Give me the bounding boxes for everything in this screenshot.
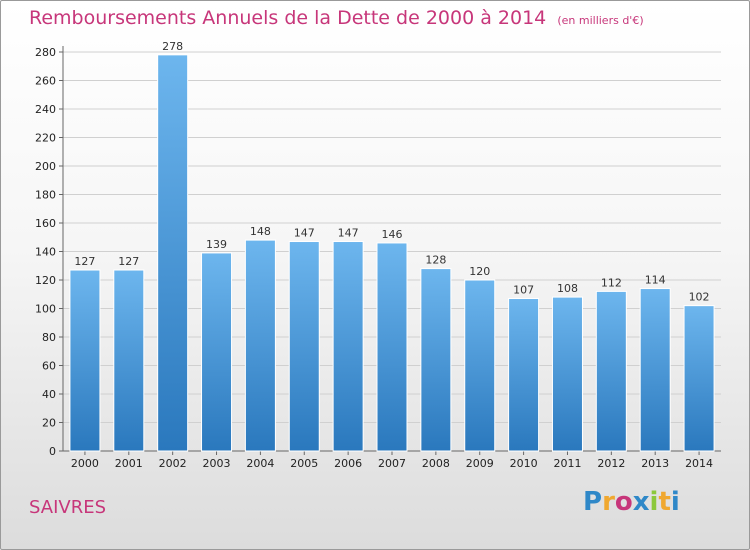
x-tick-label: 2008 — [422, 457, 450, 470]
bar — [69, 269, 101, 452]
value-label: 147 — [294, 227, 315, 240]
y-tick-label: 120 — [35, 274, 56, 287]
value-label: 107 — [513, 284, 534, 297]
x-tick-label: 2014 — [685, 457, 713, 470]
x-tick-label: 2013 — [641, 457, 669, 470]
bar — [420, 268, 452, 452]
proxiti-logo[interactable]: Proxiti — [583, 487, 680, 517]
x-tick-label: 2005 — [290, 457, 318, 470]
value-label: 127 — [74, 255, 95, 268]
bars — [69, 54, 715, 452]
bar — [376, 242, 408, 452]
x-tick-label: 2010 — [510, 457, 538, 470]
x-tick-label: 2011 — [553, 457, 581, 470]
y-tick-label: 220 — [35, 132, 56, 145]
x-tick-label: 2001 — [115, 457, 143, 470]
chart-title: Remboursements Annuels de la Dette de 20… — [29, 7, 644, 29]
bar — [157, 54, 189, 452]
logo-letter: t — [658, 487, 671, 517]
logo-letter: o — [614, 487, 633, 517]
y-tick-label: 260 — [35, 75, 56, 88]
value-label: 146 — [382, 228, 403, 241]
y-tick-label: 240 — [35, 103, 56, 116]
x-tick-labels: 2000 2001 2002 2003 2004 2005 2006 2007 2008 2009… — [71, 457, 713, 470]
logo-letter: i — [670, 487, 680, 517]
x-tick-label: 2002 — [159, 457, 187, 470]
logo-letter: r — [602, 487, 615, 517]
commune-name: SAIVRES — [29, 497, 107, 518]
x-tick-label: 2009 — [466, 457, 494, 470]
value-label: 112 — [601, 276, 622, 289]
value-labels: 127 127 278 139 148 147 147 146 128 120 107 108 112 1… — [74, 40, 709, 304]
y-tick-label: 200 — [35, 160, 56, 173]
y-tick-label: 40 — [42, 388, 56, 401]
value-label: 108 — [557, 282, 578, 295]
y-tick-label: 280 — [35, 46, 56, 59]
bar — [683, 305, 715, 452]
x-tick-label: 2003 — [203, 457, 231, 470]
bar — [201, 252, 233, 452]
value-label: 139 — [206, 238, 227, 251]
y-tick-label: 60 — [42, 360, 56, 373]
bar — [332, 241, 364, 452]
bar — [595, 290, 627, 452]
value-label: 148 — [250, 225, 271, 238]
y-tick-label: 100 — [35, 303, 56, 316]
value-label: 278 — [162, 40, 183, 53]
x-tick-label: 2007 — [378, 457, 406, 470]
logo-letter: i — [649, 487, 659, 517]
value-label: 127 — [118, 255, 139, 268]
value-label: 147 — [338, 227, 359, 240]
bar — [244, 239, 276, 452]
y-tick-labels: 0 20 40 60 80 100 120 140 160 180 200 220 240 260 280 — [35, 46, 56, 458]
value-label: 114 — [645, 274, 666, 287]
y-tick-label: 20 — [42, 417, 56, 430]
y-tick-label: 0 — [49, 445, 56, 458]
bar — [639, 288, 671, 452]
y-tick-label: 80 — [42, 331, 56, 344]
chart-title-main: Remboursements Annuels de la Dette de 20… — [29, 7, 547, 29]
x-tick-label: 2012 — [597, 457, 625, 470]
bar — [551, 296, 583, 452]
x-tick-label: 2000 — [71, 457, 99, 470]
x-tick-label: 2006 — [334, 457, 362, 470]
value-label: 120 — [469, 265, 490, 278]
bar — [113, 269, 145, 452]
value-label: 102 — [689, 291, 710, 304]
logo-letter: x — [632, 487, 650, 517]
value-label: 128 — [425, 254, 446, 267]
y-tick-label: 140 — [35, 246, 56, 259]
bar — [288, 241, 320, 452]
x-tick-label: 2004 — [246, 457, 274, 470]
y-tick-label: 160 — [35, 217, 56, 230]
logo-letter: P — [583, 487, 603, 517]
y-tick-label: 180 — [35, 189, 56, 202]
bar — [508, 298, 540, 452]
bar — [464, 279, 496, 452]
chart-title-unit: (en milliers d'€) — [557, 14, 644, 27]
